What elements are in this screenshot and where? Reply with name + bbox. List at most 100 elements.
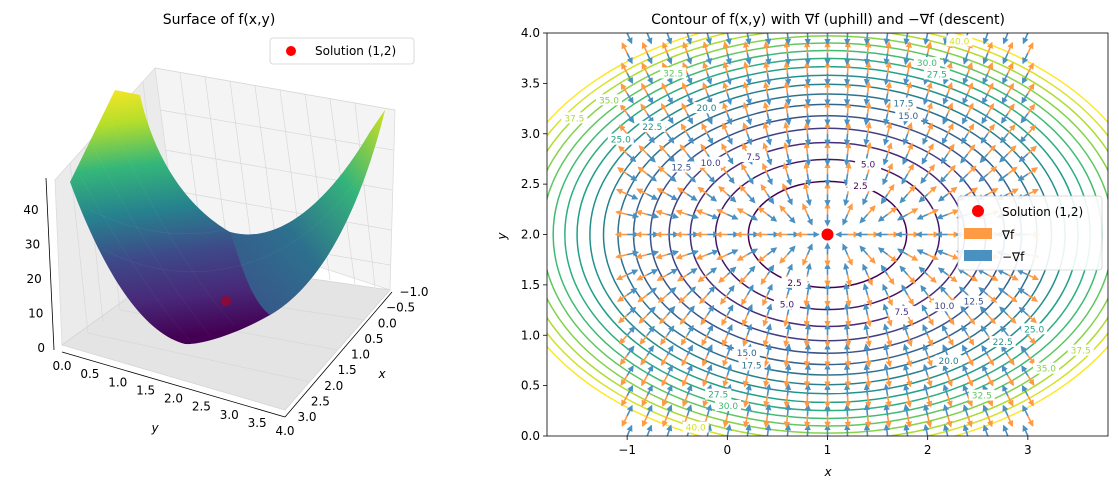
neg-gradient-arrow [766,283,773,296]
neg-gradient-arrow [942,52,950,65]
gradient-arrow [845,294,852,308]
neg-gradient-arrow [962,384,969,396]
neg-gradient-arrow [705,52,713,65]
gradient-arrow [946,81,953,94]
neg-gradient-arrow [920,285,929,296]
gradient-arrow [676,187,688,195]
neg-gradient-arrow [725,52,732,66]
gradient-arrow [661,375,668,387]
neg-gradient-arrow [980,325,989,336]
neg-gradient-arrow [766,193,775,205]
neg-gradient-arrow [1000,325,1009,336]
gradient-arrow [925,415,933,428]
neg-gradient-arrow [666,384,673,397]
neg-gradient-arrow [916,213,929,220]
gradient-arrow [1007,166,1018,175]
legend-solution-label: Solution (1,2) [1002,205,1083,219]
contour-label-bg [923,68,950,80]
gradient-arrow [844,395,852,408]
contour-label-bg [561,112,588,124]
gradient-arrow [657,294,668,303]
gradient-arrow [967,82,974,94]
gradient-arrow [720,294,728,305]
gradient-arrow [967,435,969,436]
neg-gradient-arrow [942,404,950,417]
neg-gradient-arrow [726,193,737,203]
contour-ylabel: y [495,232,509,241]
gradient-arrow [866,274,873,287]
neg-gradient-arrow [626,72,634,85]
gradient-arrow [1007,82,1014,94]
neg-gradient-arrow [896,213,909,221]
contour-level-label: 40.0 [949,37,969,47]
neg-gradient-arrow [962,73,969,85]
neg-gradient-arrow [877,213,889,222]
gradient-arrow [742,375,750,388]
contour-label-bg [989,336,1016,348]
neg-gradient-arrow [765,343,772,356]
neg-gradient-arrow [1022,404,1029,417]
gradient-arrow [926,334,933,347]
contour-level-label: 30.0 [917,59,937,69]
contour-y-ticks: 0.0 0.5 1.0 1.5 2.0 2.5 3.0 3.5 4.0 [521,26,547,443]
gradient-arrow [864,415,872,429]
neg-gradient-arrow [626,326,636,336]
gradient-arrow [967,144,976,155]
neg-gradient-arrow [686,113,694,125]
contour-level-label: 12.5 [671,163,691,173]
surface-ylabel: y [150,421,159,435]
neg-gradient-arrow [666,305,676,316]
neg-gradient-arrow [902,323,909,336]
neg-gradient-arrow [726,304,734,316]
gradient-arrow [697,186,708,195]
neg-gradient-arrow [646,287,657,296]
neg-gradient-arrow [804,153,812,167]
neg-gradient-arrow [903,33,910,46]
gradient-arrow [845,274,852,287]
neg-gradient-arrow [961,113,969,125]
neg-gradient-arrow [746,173,754,185]
gradient-arrow [620,375,628,386]
neg-gradient-arrow [937,267,949,276]
contour-level-label: 20.0 [696,104,716,114]
neg-gradient-arrow [922,113,929,126]
gradient-arrow [702,41,709,54]
neg-gradient-arrow [843,153,851,167]
neg-gradient-arrow [686,305,695,316]
gradient-arrow [987,144,996,155]
contour-level-label: 20.0 [939,357,959,367]
neg-gradient-arrow [1022,52,1029,65]
contour-level-label: 22.5 [642,123,662,133]
neg-gradient-arrow [666,364,673,376]
neg-gradient-arrow [746,323,753,336]
gradient-arrow [1027,375,1035,386]
gradient-arrow [718,185,728,195]
neg-gradient-arrow [726,173,735,184]
contour-title: Contour of f(x,y) with ∇f (uphill) and −… [651,12,1005,28]
gradient-arrow [762,335,769,348]
gradient-arrow [1027,42,1034,54]
neg-gradient-arrow [626,306,637,316]
neg-gradient-arrow [626,173,638,181]
contour-level-label: 15.0 [898,112,918,122]
neg-gradient-arrow [942,113,949,125]
neg-gradient-arrow [706,285,716,296]
neg-gradient-arrow [766,213,778,222]
contour-y-tick-label: 2.5 [521,177,540,191]
neg-gradient-arrow [883,73,890,86]
neg-gradient-arrow [961,344,969,356]
neg-gradient-arrow [726,363,733,376]
neg-gradient-arrow [804,323,812,336]
gradient-arrow [886,142,893,155]
contour-y-tick-label: 0.5 [521,379,540,393]
gradient-arrow [742,395,750,408]
gradient-arrow [907,435,909,436]
gradient-arrow [803,121,811,134]
neg-gradient-arrow [766,264,775,276]
neg-gradient-arrow [765,323,772,336]
gradient-arrow [987,166,998,175]
neg-gradient-arrow [1019,133,1029,143]
contour-level-label: 7.5 [894,308,908,318]
neg-gradient-arrow [896,248,909,256]
neg-gradient-arrow [685,33,693,45]
